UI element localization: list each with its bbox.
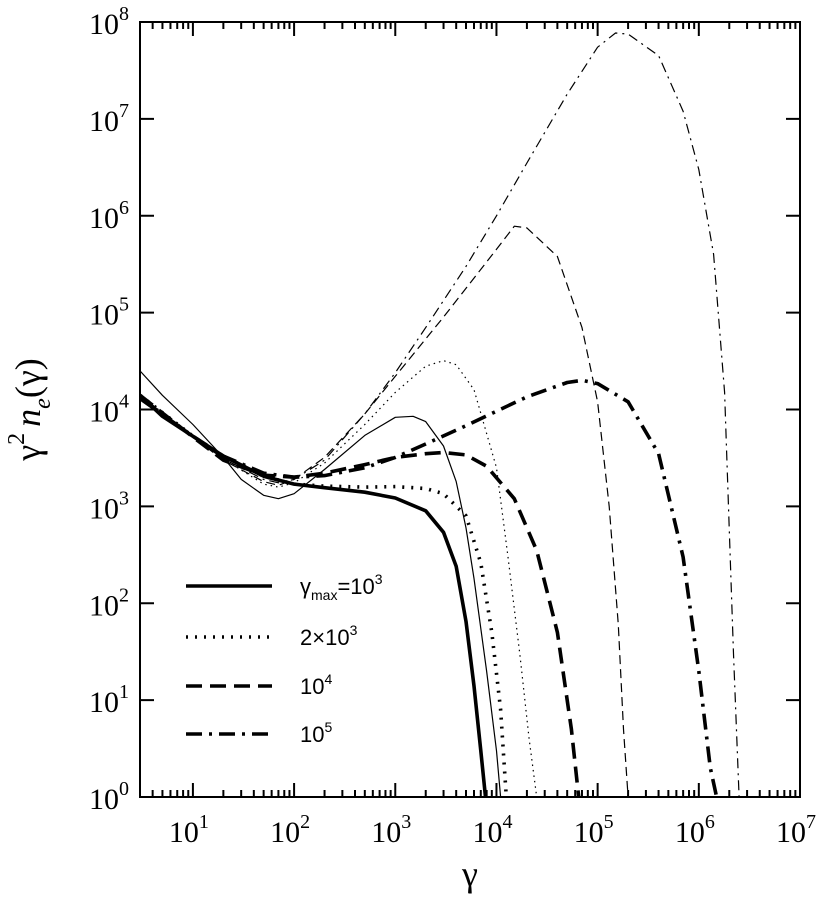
x-tick-label: 104 (472, 811, 512, 849)
legend-item-dashed: 104 (186, 671, 332, 699)
legend-label: 2×103 (300, 622, 358, 650)
y-tick-label: 106 (89, 197, 129, 235)
legend-item-solid: γmax=103 (186, 571, 383, 603)
x-axis-title: γ (461, 854, 478, 894)
series-line-8-dashdot-thin (140, 32, 740, 797)
plot-frame (139, 21, 801, 798)
series-line-4-dotted-thin (140, 360, 538, 797)
x-tick-label: 101 (169, 811, 209, 849)
legend-label: 104 (300, 671, 332, 699)
y-tick-label: 108 (89, 3, 129, 41)
series-line-5-dashed-thick (140, 393, 581, 797)
y-axis-tick-labels: 100 101 102 103 104 105 106 107 108 (89, 3, 129, 816)
y-tick-label: 102 (89, 584, 129, 622)
x-tick-label: 103 (371, 811, 411, 849)
y-axis-title: γ2ne(γ) (4, 358, 56, 461)
x-tick-label: 105 (574, 811, 614, 849)
x-axis-tick-labels: 101 102 103 104 105 106 107 (169, 811, 816, 849)
legend-label: γmax=103 (300, 571, 383, 603)
y-tick-label: 103 (89, 487, 129, 525)
series-line-7-dashdot-thick (140, 378, 719, 797)
y-tick-label: 101 (89, 681, 129, 719)
y-tick-label: 105 (89, 294, 129, 332)
x-tick-label: 106 (675, 811, 715, 849)
y-axis-ticks (140, 21, 800, 798)
y-tick-label: 104 (89, 391, 129, 429)
legend-item-dotted: 2×103 (186, 622, 358, 650)
series-line-6-dashed-thin (140, 225, 629, 797)
series-line-1-solid-thick (140, 393, 488, 797)
legend-label: 105 (300, 719, 332, 747)
y-tick-label: 100 (89, 778, 129, 816)
x-tick-label: 102 (270, 811, 310, 849)
x-axis-ticks (139, 22, 801, 797)
x-tick-label: 107 (776, 811, 816, 849)
series-line-3-dotted-thick (140, 393, 509, 797)
legend: γmax=103 2×103 104 105 (186, 571, 383, 747)
plot-lines (140, 32, 740, 797)
y-tick-label: 107 (89, 100, 129, 138)
legend-item-dashdot: 105 (186, 719, 332, 747)
